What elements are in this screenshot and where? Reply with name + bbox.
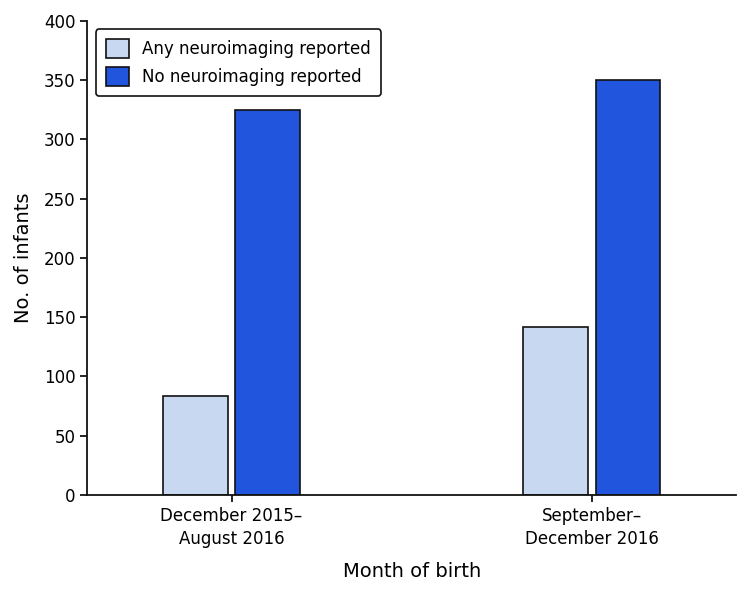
- X-axis label: Month of birth: Month of birth: [343, 562, 481, 581]
- Bar: [596, 80, 661, 495]
- Bar: [163, 396, 228, 495]
- Y-axis label: No. of infants: No. of infants: [14, 193, 33, 323]
- Legend: Any neuroimaging reported, No neuroimaging reported: Any neuroimaging reported, No neuroimagi…: [96, 29, 381, 96]
- Bar: [524, 327, 588, 495]
- Bar: [236, 109, 300, 495]
